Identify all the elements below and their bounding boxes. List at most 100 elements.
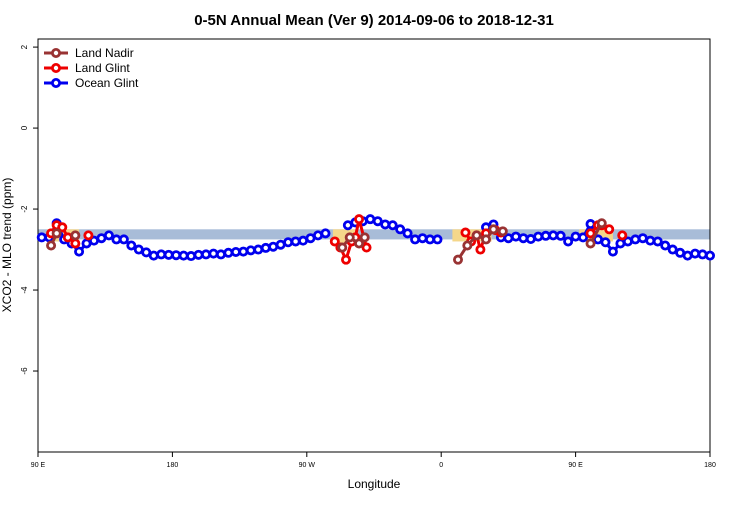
- x-tick-label: 180: [704, 462, 716, 469]
- data-point: [510, 231, 521, 242]
- data-point: [604, 224, 615, 235]
- legend-label: Land Glint: [75, 61, 130, 75]
- data-point: [475, 244, 486, 255]
- data-point: [555, 230, 566, 241]
- reference-band: [38, 229, 710, 240]
- data-point: [488, 224, 499, 235]
- plot-area: 90 E 180 90 W 0 90 E 180 2 0 -2 -4 -6 Land NadirLan…: [20, 38, 716, 469]
- data-point: [126, 240, 137, 251]
- data-point: [596, 218, 607, 229]
- data-point: [118, 234, 129, 245]
- data-point: [186, 251, 197, 262]
- data-point: [387, 220, 398, 231]
- data-point: [471, 230, 482, 241]
- data-point: [354, 214, 365, 225]
- data-point: [57, 222, 68, 233]
- y-tick-label: 0: [20, 125, 29, 130]
- data-point: [600, 237, 611, 248]
- data-point: [690, 248, 701, 259]
- data-point: [74, 246, 85, 257]
- legend-swatch-marker: [51, 48, 62, 59]
- data-point: [238, 246, 249, 257]
- legend-swatch-marker: [51, 63, 62, 74]
- y-tick-label: 2: [20, 44, 29, 49]
- data-point: [260, 242, 271, 253]
- chart-title: 0-5N Annual Mean (Ver 9) 2014-09-06 to 2…: [194, 12, 554, 29]
- data-point: [320, 228, 331, 239]
- data-point: [645, 235, 656, 246]
- legend-label: Ocean Glint: [75, 76, 139, 90]
- data-point: [337, 242, 348, 253]
- data-point: [503, 233, 514, 244]
- data-point: [70, 238, 81, 249]
- y-tick-label: -6: [20, 367, 29, 375]
- data-point: [354, 238, 365, 249]
- data-point: [667, 244, 678, 255]
- data-point: [497, 226, 508, 237]
- x-tick-label: 180: [167, 462, 179, 469]
- x-tick-label: 0: [439, 462, 443, 469]
- data-point: [452, 254, 463, 265]
- data-point: [705, 250, 716, 261]
- data-point: [607, 246, 618, 257]
- plot-frame: [37, 38, 711, 453]
- data-point: [585, 238, 596, 249]
- data-point: [585, 228, 596, 239]
- data-point: [652, 236, 663, 247]
- data-point: [432, 234, 443, 245]
- data-point: [570, 231, 581, 242]
- legend-label: Land Nadir: [75, 46, 134, 60]
- data-point: [141, 247, 152, 258]
- data-point: [46, 240, 57, 251]
- data-point: [578, 232, 589, 243]
- y-axis-label: XCO2 - MLO trend (ppm): [0, 178, 14, 313]
- legend-swatch-marker: [51, 78, 62, 89]
- series-ocean-glint: [36, 214, 716, 262]
- data-point: [215, 249, 226, 260]
- data-point: [410, 234, 421, 245]
- data-point: [563, 236, 574, 247]
- data-point: [283, 237, 294, 248]
- data-point: [402, 228, 413, 239]
- data-point: [630, 234, 641, 245]
- data-point: [200, 249, 211, 260]
- data-point: [103, 230, 114, 241]
- data-point: [480, 234, 491, 245]
- x-tick-label: 90 E: [31, 462, 46, 469]
- data-point: [340, 254, 351, 265]
- data-point: [208, 248, 219, 259]
- data-point: [460, 227, 471, 238]
- data-point: [417, 233, 428, 244]
- data-point: [359, 232, 370, 243]
- series-line: [49, 222, 604, 261]
- y-tick-label: -2: [20, 205, 29, 213]
- x-axis-label: Longitude: [348, 477, 401, 491]
- data-point: [51, 228, 62, 239]
- series-land-nadir: [46, 218, 607, 265]
- data-point: [697, 249, 708, 260]
- data-point: [223, 247, 234, 258]
- data-point: [585, 219, 596, 230]
- data-point: [70, 230, 81, 241]
- data-point: [660, 240, 671, 251]
- data-point: [462, 240, 473, 251]
- data-point: [533, 231, 544, 242]
- data-point: [290, 236, 301, 247]
- data-point: [253, 244, 264, 255]
- data-point: [395, 224, 406, 235]
- data-point: [329, 236, 340, 247]
- data-point: [380, 219, 391, 230]
- data-point: [148, 250, 159, 261]
- data-point: [518, 233, 529, 244]
- x-tick-label: 90 W: [299, 462, 316, 469]
- x-tick-label: 90 E: [568, 462, 583, 469]
- data-point: [83, 230, 94, 241]
- data-point: [617, 230, 628, 241]
- data-point: [372, 216, 383, 227]
- data-point: [361, 242, 372, 253]
- data-point: [344, 232, 355, 243]
- data-point: [245, 245, 256, 256]
